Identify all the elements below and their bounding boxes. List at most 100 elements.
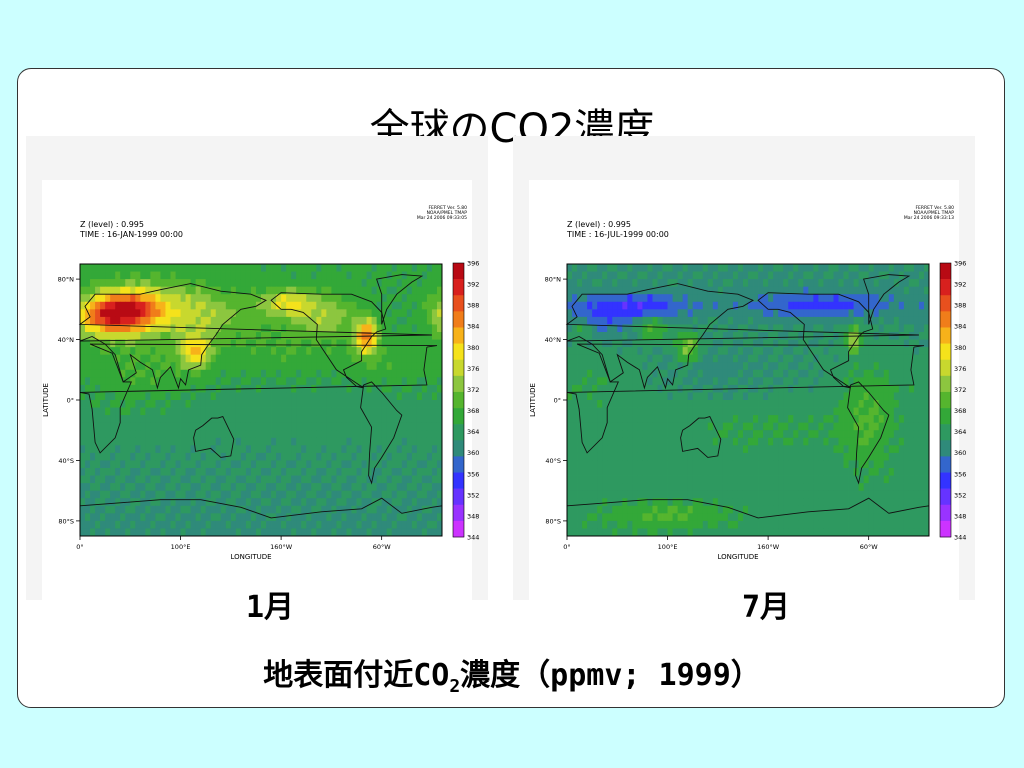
heatmap-cell: [125, 324, 131, 333]
heatmap-cell: [386, 520, 393, 529]
heatmap-cell: [371, 316, 378, 325]
heatmap-cell: [436, 498, 443, 507]
heatmap-cell: [692, 452, 699, 461]
heatmap-cell: [235, 445, 242, 454]
heatmap-cell: [748, 347, 754, 356]
heatmap-cell: [662, 392, 668, 401]
heatmap-cell: [833, 392, 839, 401]
heatmap-cell: [788, 475, 794, 484]
heatmap-cell: [326, 324, 332, 333]
heatmap-cell: [416, 354, 423, 363]
heatmap-cell: [803, 498, 809, 507]
heatmap-cell: [868, 271, 875, 280]
heatmap-cell: [748, 309, 754, 318]
heatmap-cell: [255, 460, 262, 469]
heatmap-cell: [642, 498, 648, 507]
heatmap-cell: [798, 264, 804, 272]
heatmap-cell: [110, 513, 116, 522]
heatmap-cell: [95, 339, 101, 348]
heatmap-cell: [326, 347, 332, 356]
heatmap-cell: [321, 475, 327, 484]
heatmap-cell: [105, 392, 111, 401]
heatmap-cell: [778, 422, 784, 431]
heatmap-cell: [145, 452, 151, 461]
heatmap-cell: [140, 407, 146, 416]
heatmap-cell: [225, 286, 232, 295]
heatmap-cell: [316, 294, 322, 303]
heatmap-cell: [742, 445, 749, 454]
heatmap-cell: [245, 392, 252, 401]
heatmap-cell: [215, 422, 222, 431]
heatmap-cell: [326, 316, 332, 325]
heatmap-cell: [296, 294, 302, 303]
heatmap-cell: [908, 460, 915, 469]
heatmap-cell: [336, 369, 342, 378]
heatmap-cell: [577, 286, 583, 295]
heatmap-cell: [180, 528, 186, 537]
heatmap-cell: [617, 483, 623, 492]
heatmap-cell: [165, 513, 171, 522]
heatmap-cell: [592, 339, 598, 348]
heatmap-cell: [592, 294, 598, 303]
heatmap-cell: [737, 294, 744, 303]
heatmap-cell: [180, 490, 186, 499]
heatmap-cell: [763, 369, 769, 378]
heatmap-cell: [587, 384, 593, 393]
heatmap-cell: [431, 430, 438, 439]
heatmap-cell: [657, 505, 663, 514]
heatmap-cell: [341, 475, 347, 484]
heatmap-cell: [351, 475, 357, 484]
heatmap-cell: [667, 483, 673, 492]
heatmap-cell: [692, 362, 699, 371]
heatmap-cell: [798, 354, 804, 363]
heatmap-cell: [411, 430, 418, 439]
heatmap-cell: [376, 422, 383, 431]
heatmap-cell: [597, 264, 603, 272]
heatmap-cell: [296, 445, 302, 454]
heatmap-cell: [175, 452, 181, 461]
heatmap-cell: [898, 309, 905, 318]
heatmap-cell: [316, 498, 322, 507]
heatmap-cell: [748, 264, 754, 272]
heatmap-cell: [135, 294, 141, 303]
heatmap-cell: [105, 294, 111, 303]
heatmap-cell: [431, 324, 438, 333]
heatmap-cell: [225, 362, 232, 371]
heatmap-cell: [381, 513, 388, 522]
heatmap-cell: [240, 264, 247, 272]
heatmap-cell: [421, 407, 428, 416]
heatmap-cell: [160, 309, 166, 318]
heatmap-cell: [150, 528, 156, 537]
heatmap-cell: [632, 332, 638, 340]
heatmap-cell: [687, 400, 694, 408]
heatmap-cell: [878, 264, 885, 272]
heatmap-cell: [431, 316, 438, 325]
heatmap-cell: [783, 294, 789, 303]
heatmap-cell: [898, 430, 905, 439]
heatmap-cell: [341, 369, 347, 378]
heatmap-cell: [381, 528, 388, 537]
heatmap-cell: [768, 301, 774, 310]
heatmap-cell: [376, 316, 383, 325]
heatmap-cell: [155, 362, 161, 371]
heatmap-cell: [793, 490, 799, 499]
heatmap-cell: [803, 475, 809, 484]
heatmap-cell: [190, 452, 197, 461]
heatmap-cell: [737, 264, 744, 272]
heatmap-cell: [722, 369, 729, 378]
heatmap-cell: [567, 316, 573, 325]
heatmap-cell: [908, 347, 915, 356]
heatmap-cell: [346, 362, 352, 371]
heatmap-cell: [793, 437, 799, 446]
heatmap-cell: [130, 505, 136, 514]
heatmap-cell: [923, 430, 930, 439]
heatmap-cell: [431, 279, 438, 288]
heatmap-cell: [95, 528, 101, 537]
heatmap-cell: [90, 407, 96, 416]
heatmap-cell: [808, 468, 814, 476]
heatmap-cell: [115, 415, 121, 424]
heatmap-cell: [888, 354, 895, 363]
heatmap-cell: [592, 483, 598, 492]
heatmap-cell: [386, 377, 393, 386]
heatmap-cell: [401, 460, 408, 469]
